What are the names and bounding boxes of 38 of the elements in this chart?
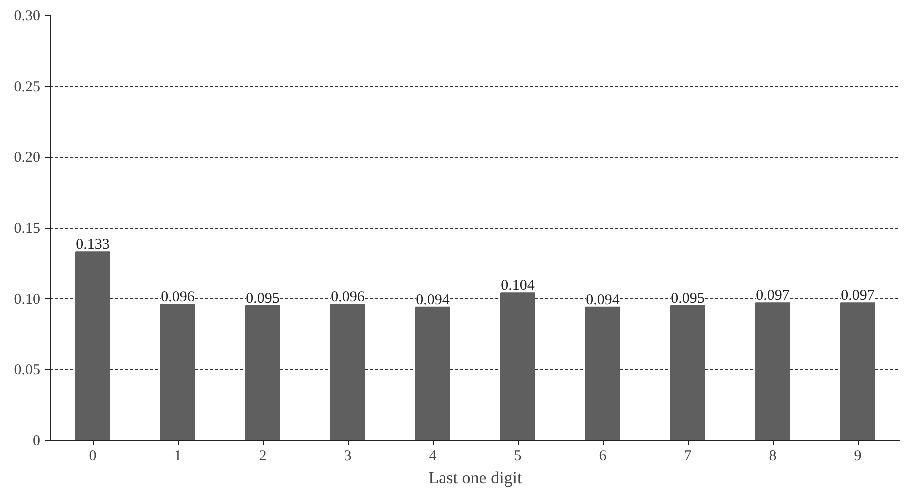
bar	[76, 252, 110, 440]
y-tick-label: 0.05	[14, 362, 40, 379]
bar	[160, 304, 196, 440]
bar	[416, 306, 450, 440]
data-label: 0.096	[331, 290, 366, 306]
data-label: 0.104	[501, 278, 536, 294]
y-tick-label: 0.25	[14, 79, 40, 96]
bar	[670, 305, 706, 440]
x-tick-label: 5	[514, 448, 522, 464]
y-tick-label: 0.20	[14, 150, 40, 166]
x-tick-label: 2	[259, 448, 267, 464]
x-tick-label: 9	[854, 448, 862, 464]
y-tick-label: 0.30	[14, 8, 40, 24]
x-tick-label: 0	[89, 448, 97, 464]
data-label: 0.095	[671, 290, 705, 307]
bar	[586, 306, 620, 440]
data-label: 0.094	[416, 292, 450, 308]
data-label: 0.096	[161, 290, 196, 306]
x-tick-label: 4	[429, 448, 438, 464]
x-tick-label: 1	[174, 448, 182, 464]
y-tick-label: 0	[33, 434, 40, 450]
data-label: 0.097	[841, 288, 876, 304]
x-tick-label: 8	[769, 448, 777, 464]
x-tick-label: 3	[344, 448, 352, 464]
x-axis-title: Last one digit	[428, 468, 523, 488]
data-label: 0.095	[246, 290, 280, 307]
bar	[500, 292, 536, 440]
y-tick-label: 0.10	[14, 292, 40, 308]
bar	[330, 304, 366, 440]
y-tick-label: 0.15	[14, 221, 40, 237]
x-tick-label: 6	[599, 448, 608, 464]
x-tick-label: 7	[684, 448, 692, 464]
bar	[756, 302, 790, 440]
bar	[246, 305, 280, 440]
bar	[840, 302, 876, 440]
data-label: 0.097	[756, 288, 790, 304]
data-label: 0.094	[586, 292, 620, 308]
data-label: 0.133	[76, 237, 110, 254]
